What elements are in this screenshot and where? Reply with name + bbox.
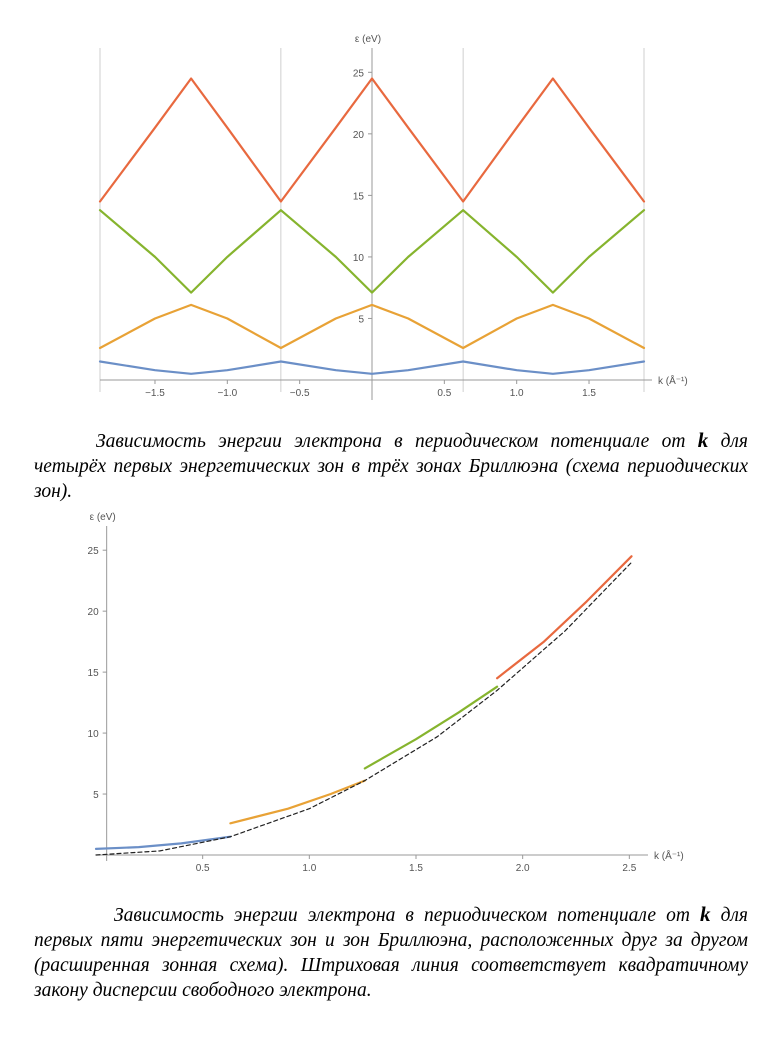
y-tick-label: 10 (353, 253, 365, 264)
caption-2-k: k (700, 902, 711, 926)
y-tick-label: 20 (88, 607, 100, 618)
x-tick-label: 2.5 (622, 863, 636, 874)
x-tick-label: 0.5 (196, 863, 210, 874)
y-axis-label: ε (eV) (90, 512, 116, 523)
band-3-line (98, 209, 646, 294)
band-1-line (94, 835, 232, 850)
caption-1-post: для четырёх первых энергетических зон в … (34, 431, 748, 502)
band-2-line (229, 779, 366, 825)
x-tick-label: −1.5 (145, 388, 165, 399)
x-tick-label: −0.5 (290, 388, 310, 399)
band-1-line (98, 360, 646, 375)
y-tick-label: 15 (88, 668, 100, 679)
y-tick-label: 25 (88, 546, 100, 557)
band-chart-periodic-scheme: −1.5 −1.0 −0.5 0.5 1.0 1.5 5 10 15 20 25 ε (eV) k (Å… (98, 34, 688, 400)
x-tick-label: 1.0 (302, 863, 316, 874)
y-tick-label: 20 (353, 130, 365, 141)
caption-2-post: для первых пяти энергетических зон и зон… (34, 905, 748, 1001)
y-tick-label: 5 (93, 790, 99, 801)
caption-1-pre: Зависимость энергии электрона в периодич… (96, 431, 698, 452)
band-chart-extended-scheme: 0.5 1.0 1.5 2.0 2.5 5 10 15 20 25 ε (eV) k (Å⁻¹) (88, 512, 684, 874)
caption-1-k: k (697, 428, 709, 452)
x-tick-label: 1.5 (409, 863, 423, 874)
x-tick-label: 0.5 (437, 388, 451, 399)
band-4-line (496, 555, 633, 680)
x-axis-label: k (Å⁻¹) (658, 374, 688, 387)
figure-caption-2: Зависимость энергии электрона в периодич… (34, 902, 748, 1003)
band-3-line (363, 685, 499, 770)
figure-caption-1: Зависимость энергии электрона в периодич… (34, 428, 748, 504)
x-tick-label: 2.0 (516, 863, 530, 874)
free-electron-dashed-line (95, 561, 633, 856)
x-tick-label: −1.0 (217, 388, 237, 399)
x-axis-label: k (Å⁻¹) (654, 849, 684, 862)
y-tick-label: 25 (353, 68, 365, 79)
y-tick-label: 15 (353, 191, 365, 202)
y-axis-label: ε (eV) (355, 34, 381, 45)
x-tick-label: 1.0 (510, 388, 524, 399)
band-4-line (98, 77, 646, 203)
y-tick-label: 5 (358, 314, 364, 325)
caption-2-pre: Зависимость энергии электрона в периодич… (114, 905, 700, 926)
y-tick-label: 10 (88, 729, 100, 740)
x-tick-label: 1.5 (582, 388, 596, 399)
band-2-line (98, 303, 646, 350)
